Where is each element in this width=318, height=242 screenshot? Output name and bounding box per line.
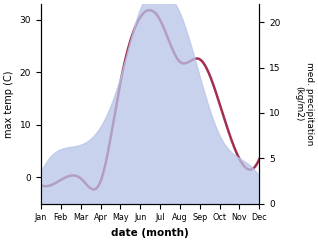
Y-axis label: med. precipitation
(kg/m2): med. precipitation (kg/m2) (294, 62, 314, 145)
X-axis label: date (month): date (month) (111, 228, 189, 238)
Y-axis label: max temp (C): max temp (C) (4, 70, 14, 138)
